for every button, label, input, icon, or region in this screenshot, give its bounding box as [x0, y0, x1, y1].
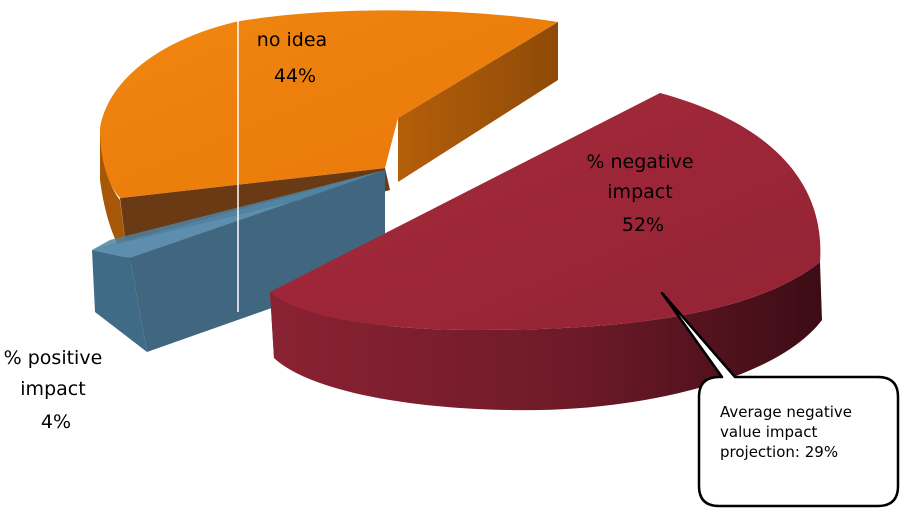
label-no-idea: no idea 44% — [257, 29, 333, 87]
slice-negative-impact — [270, 93, 822, 411]
label-positive-impact: % positive impact 4% — [4, 347, 109, 433]
callout-text: Average negative value impact projection… — [720, 403, 852, 461]
slice-no-idea-front-side — [100, 128, 128, 262]
label-no-idea-line-1: no idea — [257, 29, 327, 51]
label-negative-line-1: % negative — [586, 151, 693, 173]
slice-no-idea-top — [100, 10, 558, 199]
label-no-idea-line-2: 44% — [274, 65, 316, 87]
label-negative-line-3: 52% — [622, 214, 664, 236]
label-negative-line-2: impact — [607, 181, 672, 203]
slice-no-idea-right-side — [398, 22, 558, 182]
label-negative-impact: % negative impact 52% — [586, 151, 699, 236]
slice-positive-right-side — [130, 170, 385, 352]
slice-negative-side — [270, 262, 822, 411]
slice-positive-front-side — [92, 250, 147, 352]
callout-box — [660, 291, 900, 508]
label-positive-line-3: 4% — [41, 411, 71, 433]
label-positive-line-2: impact — [20, 378, 85, 400]
slice-negative-top — [270, 93, 821, 330]
label-positive-line-1: % positive — [4, 347, 103, 369]
callout — [660, 291, 900, 508]
